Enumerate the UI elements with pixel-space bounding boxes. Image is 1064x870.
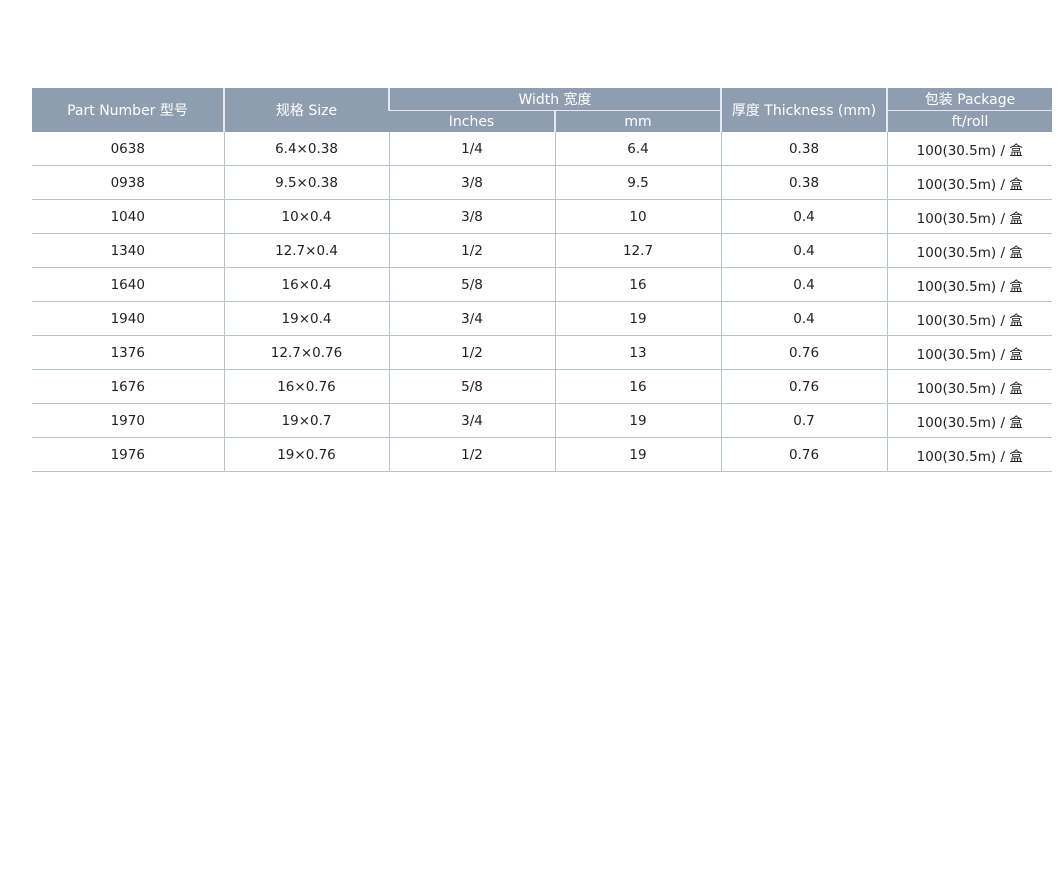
cell-part-number: 1970 [32,403,224,438]
cell-thickness: 0.38 [720,165,887,200]
cell-width-inches: 5/8 [388,369,555,404]
cell-package: 100(30.5m) / 盒 [886,369,1052,404]
cell-thickness: 0.76 [720,437,887,472]
table-row: 0938 9.5×0.38 3/8 9.5 0.38 100(30.5m) / 盒 [32,165,1052,200]
cell-width-inches: 5/8 [388,267,555,302]
cell-package: 100(30.5m) / 盒 [886,132,1052,166]
cell-package: 100(30.5m) / 盒 [886,165,1052,200]
table-row: 1976 19×0.76 1/2 19 0.76 100(30.5m) / 盒 [32,437,1052,472]
cell-width-mm: 19 [554,301,721,336]
cell-width-inches: 3/8 [388,199,555,234]
cell-size: 12.7×0.4 [223,233,389,268]
header-thickness: 厚度 Thickness (mm) [720,88,887,132]
cell-package: 100(30.5m) / 盒 [886,437,1052,472]
spec-table: Part Number 型号 规格 Size Width 宽度 厚度 Thick… [32,88,1052,472]
header-part-number: Part Number 型号 [32,88,224,132]
cell-part-number: 0938 [32,165,224,200]
cell-width-mm: 19 [554,403,721,438]
cell-part-number: 1640 [32,267,224,302]
cell-width-mm: 9.5 [554,165,721,200]
cell-thickness: 0.76 [720,369,887,404]
cell-thickness: 0.4 [720,301,887,336]
cell-width-mm: 19 [554,437,721,472]
header-package: 包装 Package [886,88,1052,111]
cell-package: 100(30.5m) / 盒 [886,335,1052,370]
cell-package: 100(30.5m) / 盒 [886,233,1052,268]
cell-width-inches: 1/4 [388,132,555,166]
cell-part-number: 1340 [32,233,224,268]
cell-width-mm: 16 [554,267,721,302]
cell-part-number: 1676 [32,369,224,404]
table-row: 0638 6.4×0.38 1/4 6.4 0.38 100(30.5m) / 盒 [32,132,1052,166]
cell-package: 100(30.5m) / 盒 [886,301,1052,336]
cell-size: 16×0.4 [223,267,389,302]
cell-thickness: 0.4 [720,199,887,234]
cell-part-number: 0638 [32,132,224,166]
header-ft-roll: ft/roll [886,110,1052,132]
header-size: 规格 Size [223,88,389,132]
cell-width-inches: 3/4 [388,403,555,438]
cell-size: 12.7×0.76 [223,335,389,370]
cell-width-mm: 16 [554,369,721,404]
header-width: Width 宽度 [388,88,721,111]
header-mm: mm [554,110,721,132]
cell-thickness: 0.76 [720,335,887,370]
cell-size: 16×0.76 [223,369,389,404]
table-row: 1676 16×0.76 5/8 16 0.76 100(30.5m) / 盒 [32,369,1052,404]
cell-size: 10×0.4 [223,199,389,234]
table-row: 1640 16×0.4 5/8 16 0.4 100(30.5m) / 盒 [32,267,1052,302]
table-row: 1970 19×0.7 3/4 19 0.7 100(30.5m) / 盒 [32,403,1052,438]
table-row: 1376 12.7×0.76 1/2 13 0.76 100(30.5m) / 盒 [32,335,1052,370]
cell-package: 100(30.5m) / 盒 [886,403,1052,438]
cell-width-mm: 10 [554,199,721,234]
cell-width-inches: 1/2 [388,437,555,472]
cell-width-inches: 1/2 [388,335,555,370]
table-row: 1940 19×0.4 3/4 19 0.4 100(30.5m) / 盒 [32,301,1052,336]
cell-package: 100(30.5m) / 盒 [886,199,1052,234]
cell-width-mm: 13 [554,335,721,370]
cell-part-number: 1976 [32,437,224,472]
header-inches: Inches [389,110,555,132]
cell-size: 6.4×0.38 [223,132,389,166]
cell-thickness: 0.4 [720,267,887,302]
cell-size: 19×0.76 [223,437,389,472]
cell-thickness: 0.7 [720,403,887,438]
cell-package: 100(30.5m) / 盒 [886,267,1052,302]
cell-size: 9.5×0.38 [223,165,389,200]
cell-size: 19×0.4 [223,301,389,336]
cell-part-number: 1040 [32,199,224,234]
cell-width-inches: 3/8 [388,165,555,200]
cell-width-mm: 12.7 [554,233,721,268]
cell-width-inches: 3/4 [388,301,555,336]
cell-thickness: 0.38 [720,132,887,166]
cell-width-inches: 1/2 [388,233,555,268]
cell-size: 19×0.7 [223,403,389,438]
table-row: 1040 10×0.4 3/8 10 0.4 100(30.5m) / 盒 [32,199,1052,234]
cell-part-number: 1376 [32,335,224,370]
cell-width-mm: 6.4 [554,132,721,166]
cell-part-number: 1940 [32,301,224,336]
table-row: 1340 12.7×0.4 1/2 12.7 0.4 100(30.5m) / 盒 [32,233,1052,268]
cell-thickness: 0.4 [720,233,887,268]
